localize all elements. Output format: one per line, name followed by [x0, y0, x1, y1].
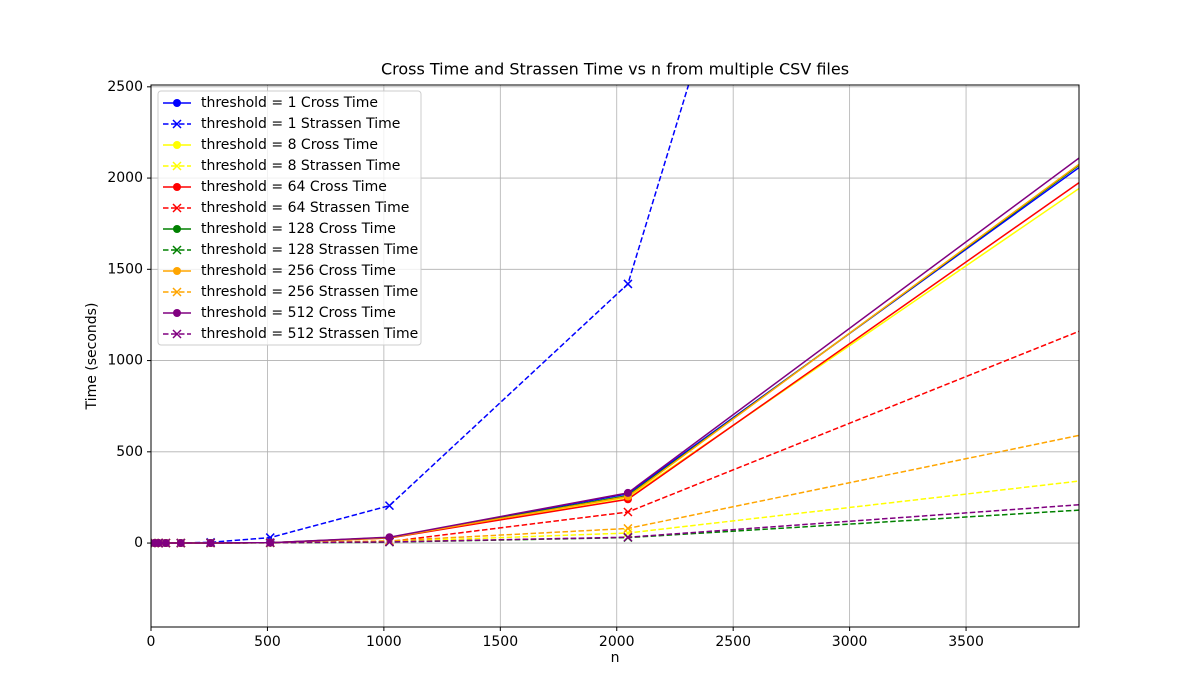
x-axis-label: n	[611, 650, 620, 666]
y-tick-label: 1500	[107, 261, 143, 277]
marker	[172, 203, 182, 213]
marker	[151, 538, 160, 548]
x-tick-label: 2500	[715, 634, 751, 650]
marker	[172, 287, 182, 297]
marker	[172, 329, 182, 339]
legend-label: threshold = 1 Strassen Time	[201, 116, 400, 132]
legend-box	[157, 90, 422, 346]
marker	[172, 119, 182, 129]
legend-label: threshold = 512 Cross Time	[201, 305, 396, 321]
x-tick-label: 2000	[599, 634, 635, 650]
ticks: 0 500 1000 1500 2000 2500 3000 3500 0 500 1000 1500…	[107, 79, 984, 650]
series-line	[154, 434, 1079, 544]
legend-label: threshold = 256 Cross Time	[201, 263, 396, 279]
marker	[206, 538, 216, 548]
marker	[265, 538, 275, 548]
y-tick-label: 1000	[107, 353, 143, 369]
marker	[173, 99, 181, 107]
marker	[623, 507, 633, 517]
marker	[623, 523, 633, 533]
x-tick-label: 0	[147, 634, 156, 650]
y-tick-label: 2500	[107, 79, 143, 95]
plot-area	[151, 85, 1079, 548]
legend-label: threshold = 512 Strassen Time	[201, 326, 418, 342]
legend-label: threshold = 128 Strassen Time	[201, 242, 418, 258]
legend-label: threshold = 64 Cross Time	[201, 179, 387, 195]
series-line	[154, 330, 1079, 544]
marker	[623, 532, 633, 542]
chart-title: Cross Time and Strassen Time vs n from m…	[381, 60, 849, 79]
series-line	[154, 85, 690, 544]
series-line	[154, 504, 1079, 544]
marker	[173, 309, 181, 317]
x-tick-label: 1500	[482, 634, 518, 650]
marker	[153, 538, 163, 548]
marker	[161, 538, 171, 548]
marker	[172, 245, 182, 255]
legend-label: threshold = 256 Strassen Time	[201, 284, 418, 300]
marker	[176, 538, 186, 548]
series-line	[154, 480, 1079, 544]
y-tick-label: 500	[116, 444, 143, 460]
legend-label: threshold = 8 Strassen Time	[201, 158, 400, 174]
marker	[623, 279, 633, 289]
marker	[173, 225, 181, 233]
marker	[173, 267, 181, 275]
legend-label: threshold = 1 Cross Time	[201, 95, 378, 111]
marker	[384, 537, 394, 547]
marker	[384, 501, 394, 511]
x-tick-label: 500	[254, 634, 281, 650]
x-tick-label: 3500	[948, 634, 984, 650]
legend-label: threshold = 128 Cross Time	[201, 221, 396, 237]
x-tick-label: 3000	[832, 634, 868, 650]
marker	[173, 141, 181, 149]
y-tick-label: 0	[134, 535, 143, 551]
y-axis-label: Time (seconds)	[84, 303, 100, 411]
legend-label: threshold = 8 Cross Time	[201, 137, 378, 153]
x-tick-label: 1000	[366, 634, 402, 650]
legend-label: threshold = 64 Strassen Time	[201, 200, 409, 216]
marker	[623, 488, 632, 497]
marker	[172, 161, 182, 171]
axes-frame	[150, 84, 1080, 628]
y-tick-label: 2000	[107, 170, 143, 186]
legend: threshold = 1 Cross Time threshold = 1 St…	[157, 90, 422, 346]
marker	[173, 183, 181, 191]
